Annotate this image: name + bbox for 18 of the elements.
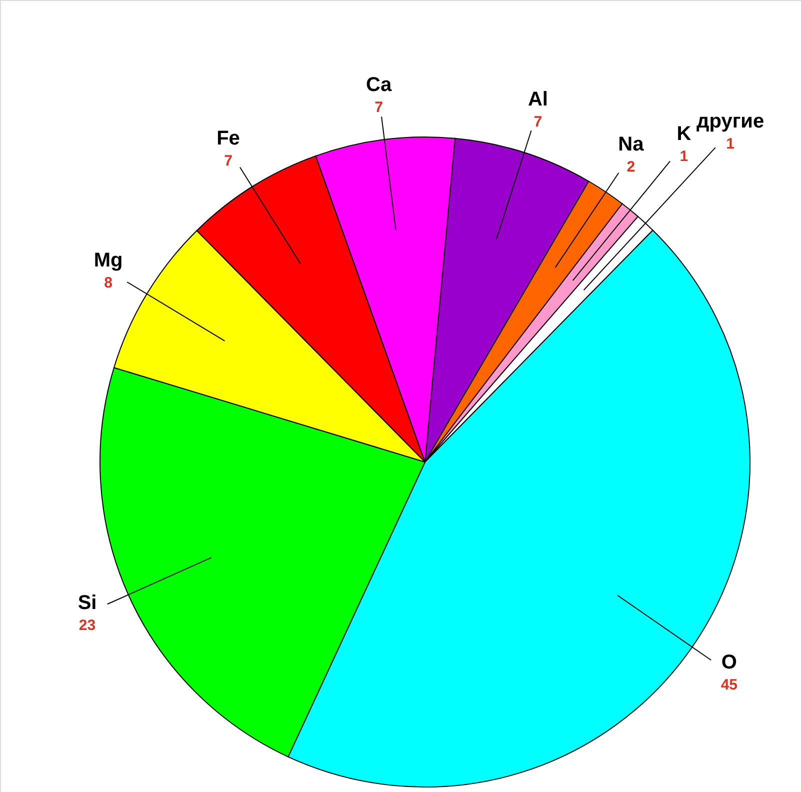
data-label: 23 bbox=[78, 617, 96, 634]
data-label: 7 bbox=[224, 152, 232, 170]
slice-label: Ca bbox=[366, 74, 392, 96]
slice-label: Mg bbox=[94, 250, 123, 272]
slice-label: другие bbox=[696, 110, 764, 132]
data-label: 1 bbox=[680, 148, 688, 166]
slice-label: Na bbox=[618, 134, 645, 156]
slice-label: Fe bbox=[216, 128, 240, 150]
slice-label: Si bbox=[78, 592, 97, 614]
data-label: 45 bbox=[720, 676, 738, 694]
data-label: 8 bbox=[104, 274, 112, 292]
data-label: 2 bbox=[626, 158, 636, 176]
slice-label: K bbox=[676, 123, 692, 146]
data-label: 7 bbox=[374, 98, 383, 116]
data-label: 1 bbox=[726, 135, 734, 152]
data-label: 7 bbox=[534, 114, 542, 131]
slice-label: O bbox=[721, 652, 737, 674]
slice-label: Al bbox=[528, 88, 548, 111]
